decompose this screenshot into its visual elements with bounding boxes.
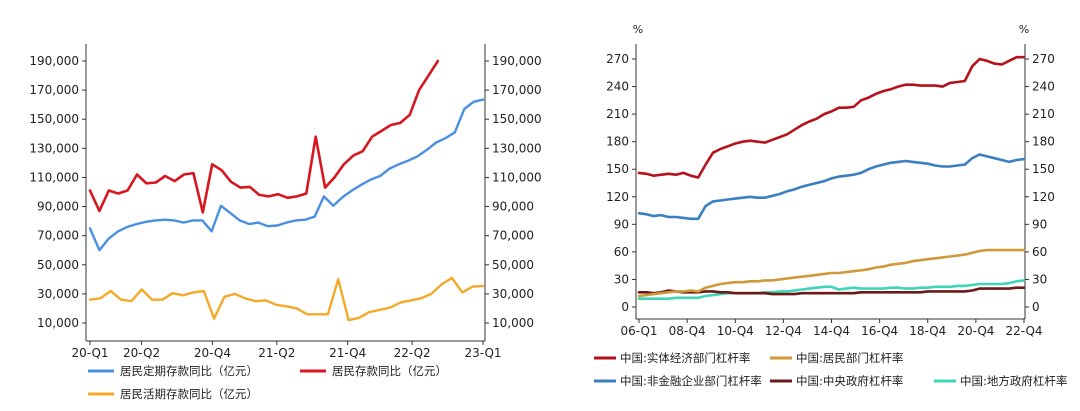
x-tick-label: 21-Q2 [258,346,295,360]
right-y-tick-label: 130,000 [492,141,542,155]
right-y-tick-label: 30,000 [492,287,534,301]
x-tick-label: 10-Q4 [717,324,754,338]
series-line-3 [637,153,1026,221]
x-tick-label: 06-Q1 [620,324,657,338]
right-y-tick-label: 0 [1032,300,1040,314]
right-unit-label: % [1019,23,1029,36]
deposit-chart: 190,000 170,000 150,000 130,000 110,000 90,00… [29,44,542,401]
legend-label-2: 居民存款同比（亿元） [332,364,447,378]
right-y-tick-label: 120 [1032,190,1055,204]
x-tick-label: 20-Q4 [194,346,231,360]
left-y-tick-label: 150,000 [29,112,79,126]
left-y-tick-label: 30,000 [37,287,79,301]
x-tick-label: 21-Q4 [329,346,366,360]
left-y-tick-label: 60 [614,245,629,259]
left-unit-label: % [633,23,643,36]
left-y-tick-label: 50,000 [37,258,79,272]
x-tick-label: 18-Q4 [909,324,946,338]
x-tick-label: 20-Q1 [71,346,108,360]
right-y-tick-label: 240 [1032,80,1055,94]
right-y-tick-label: 90 [1032,217,1047,231]
left-y-tick-label: 190,000 [29,54,79,68]
left-y-tick-label: 210 [606,107,629,121]
right-y-tick-label: 30 [1032,272,1047,286]
legend-label-1: 中国:实体经济部门杠杆率 [620,351,750,365]
left-y-tick-label: 90,000 [37,200,79,214]
left-y-tick-label: 270 [606,52,629,66]
right-y-tick-label: 170,000 [492,83,542,97]
left-y-tick-label: 90 [614,217,629,231]
legend-label-1: 居民定期存款同比（亿元） [120,364,258,378]
right-y-tick-label: 210 [1032,107,1055,121]
left-y-tick-label: 130,000 [29,141,79,155]
right-y-tick-label: 270 [1032,52,1055,66]
series-line-1 [88,98,485,252]
left-y-tick-label: 70,000 [37,229,79,243]
series-line-1 [637,55,1026,179]
legend-label-3: 居民活期存款同比（亿元） [120,387,258,401]
left-y-tick-label: 150 [606,162,629,176]
x-tick-label: 14-Q4 [813,324,850,338]
series-line-2 [637,248,1026,298]
left-y-tick-label: 170,000 [29,83,79,97]
left-y-tick-label: 0 [621,300,629,314]
right-y-tick-label: 70,000 [492,229,534,243]
right-y-tick-label: 10,000 [492,316,534,330]
left-y-tick-label: 30 [614,272,629,286]
x-tick-label: 23-Q1 [464,346,501,360]
leverage-chart: % %27024021018015012090603002702402101801… [594,23,1067,388]
left-y-tick-label: 110,000 [29,170,79,184]
x-tick-label: 16-Q4 [861,324,898,338]
left-y-tick-label: 180 [606,135,629,149]
series-line-4 [637,286,1026,296]
legend-label-4: 中国:中央政府杠杆率 [796,374,903,388]
x-tick-label: 12-Q4 [765,324,802,338]
legend-label-5: 中国:地方政府杠杆率 [960,374,1067,388]
left-y-tick-label: 120 [606,190,629,204]
right-y-tick-label: 150 [1032,162,1055,176]
right-y-tick-label: 110,000 [492,170,542,184]
right-y-tick-label: 190,000 [492,54,542,68]
series-line-5 [637,279,1026,301]
x-tick-label: 08-Q4 [669,324,706,338]
left-y-tick-label: 240 [606,80,629,94]
x-tick-label: 22-Q4 [1005,324,1042,338]
x-tick-label: 22-Q2 [394,346,431,360]
legend-label-2: 中国:居民部门杠杆率 [796,351,903,365]
right-y-tick-label: 180 [1032,135,1055,149]
right-y-tick-label: 90,000 [492,200,534,214]
series-line-2 [88,59,440,214]
series-line-3 [88,276,485,322]
right-y-tick-label: 150,000 [492,112,542,126]
legend-label-3: 中国:非金融企业部门杠杆率 [620,374,762,388]
x-tick-label: 20-Q2 [123,346,160,360]
x-tick-label: 20-Q4 [957,324,994,338]
right-y-tick-label: 50,000 [492,258,534,272]
left-y-tick-label: 10,000 [37,316,79,330]
right-y-tick-label: 60 [1032,245,1047,259]
